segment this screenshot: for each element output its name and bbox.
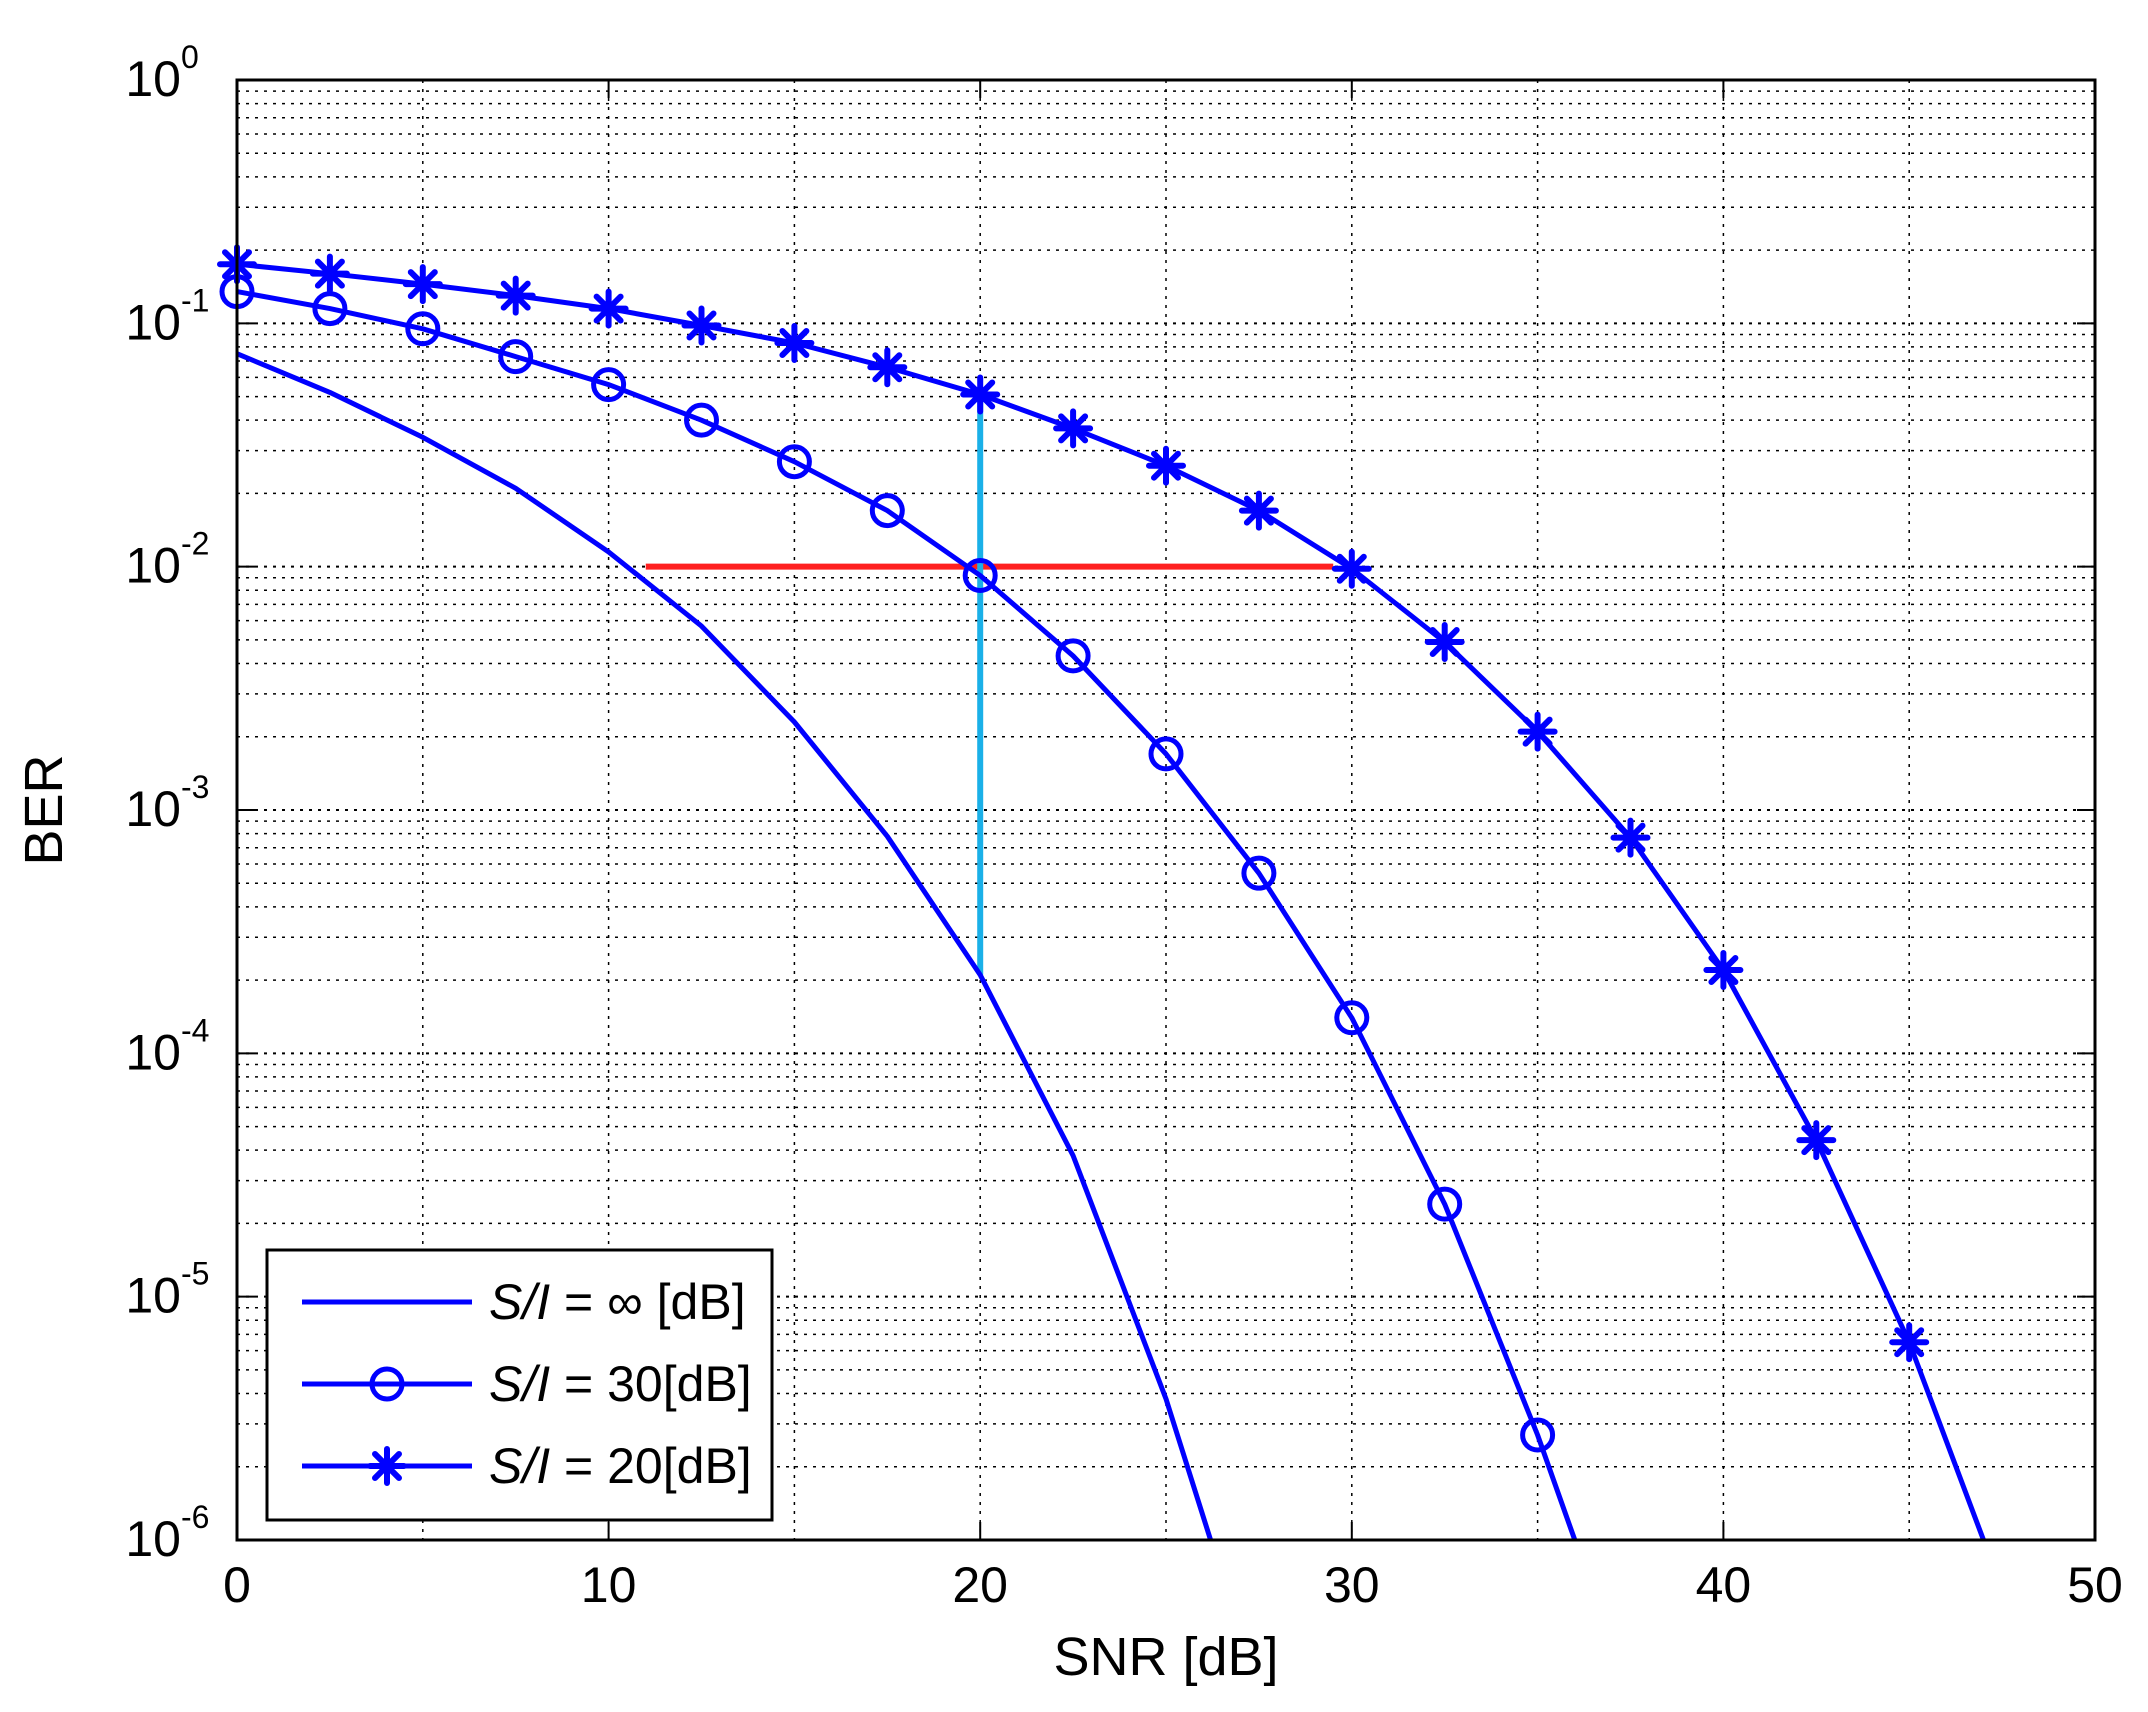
data-point-circle <box>1520 1417 1556 1453</box>
y-tick-label: 10 <box>125 538 181 594</box>
data-point-star <box>774 323 815 364</box>
data-point-circle <box>405 311 441 347</box>
series-2-line <box>236 289 1578 1541</box>
x-tick-label: 40 <box>1696 1557 1752 1613</box>
data-point-circle <box>869 493 905 529</box>
data-point-star <box>1424 622 1465 663</box>
y-tick-exponent: -5 <box>181 1256 209 1292</box>
y-tick-label: 10 <box>125 51 181 107</box>
y-tick-exponent: 0 <box>181 39 199 75</box>
x-tick-label: 30 <box>1324 1557 1380 1613</box>
data-point-circle <box>1055 638 1091 674</box>
legend-label-3: S/I = 20[dB] <box>489 1438 752 1494</box>
y-tick-exponent: -6 <box>181 1499 209 1535</box>
data-point-star <box>1703 950 1744 991</box>
y-tick-label: 10 <box>125 1511 181 1567</box>
y-tick-exponent: -4 <box>181 1012 209 1048</box>
y-tick-exponent: -3 <box>181 769 209 805</box>
data-point-star <box>867 347 908 388</box>
data-point-star <box>1146 445 1186 486</box>
data-point-star <box>1796 1120 1837 1161</box>
legend-label-1: S/I = ∞ [dB] <box>489 1274 746 1330</box>
x-tick-label: 20 <box>952 1557 1008 1613</box>
data-point-star <box>495 275 536 316</box>
data-point-star <box>1517 711 1558 752</box>
series-1 <box>236 351 1213 1541</box>
series-3 <box>217 244 1986 1541</box>
y-tick-exponent: -1 <box>181 282 209 318</box>
y-axis-label: BER <box>14 754 74 865</box>
plot-frame <box>235 78 2097 1542</box>
x-tick-label: 0 <box>223 1557 251 1613</box>
y-tick-label: 10 <box>125 1268 181 1324</box>
data-point-star <box>309 253 350 294</box>
data-point-circle <box>962 557 998 593</box>
series-1-line <box>236 351 1213 1541</box>
data-point-circle <box>1148 736 1184 772</box>
legend-marker-circle <box>369 1366 405 1402</box>
data-point-star <box>1053 408 1094 449</box>
data-point-circle <box>1241 855 1277 891</box>
y-tick-label: 10 <box>125 1024 181 1080</box>
y-tick-label: 10 <box>125 294 181 350</box>
y-tick-exponent: -2 <box>181 526 209 562</box>
y-tick-label: 10 <box>125 781 181 837</box>
data-point-star <box>1331 548 1372 589</box>
data-point-star <box>1610 817 1651 858</box>
series-2 <box>219 274 1578 1541</box>
data-point-star <box>960 374 1001 415</box>
data-point-circle <box>776 444 812 480</box>
data-point-circle <box>591 367 627 403</box>
data-point-circle <box>1427 1186 1463 1222</box>
data-point-star <box>402 264 443 305</box>
legend: S/I = ∞ [dB] S/I = 30[dB] S/I = 20[dB] <box>265 1248 774 1522</box>
data-point-circle <box>684 402 719 438</box>
data-point-star <box>1238 490 1279 531</box>
data-point-star <box>1889 1322 1930 1363</box>
legend-marker-star <box>367 1446 407 1486</box>
data-point-circle <box>498 339 534 375</box>
legend-label-2: S/I = 30[dB] <box>489 1356 752 1412</box>
x-axis-label: SNR [dB] <box>1053 1627 1278 1687</box>
data-point-star <box>588 288 629 329</box>
x-tick-label: 10 <box>581 1557 637 1613</box>
x-tick-label: 50 <box>2067 1557 2123 1613</box>
series-lines <box>217 244 1986 1541</box>
data-point-star <box>681 305 722 346</box>
data-point-circle <box>1334 1000 1370 1036</box>
